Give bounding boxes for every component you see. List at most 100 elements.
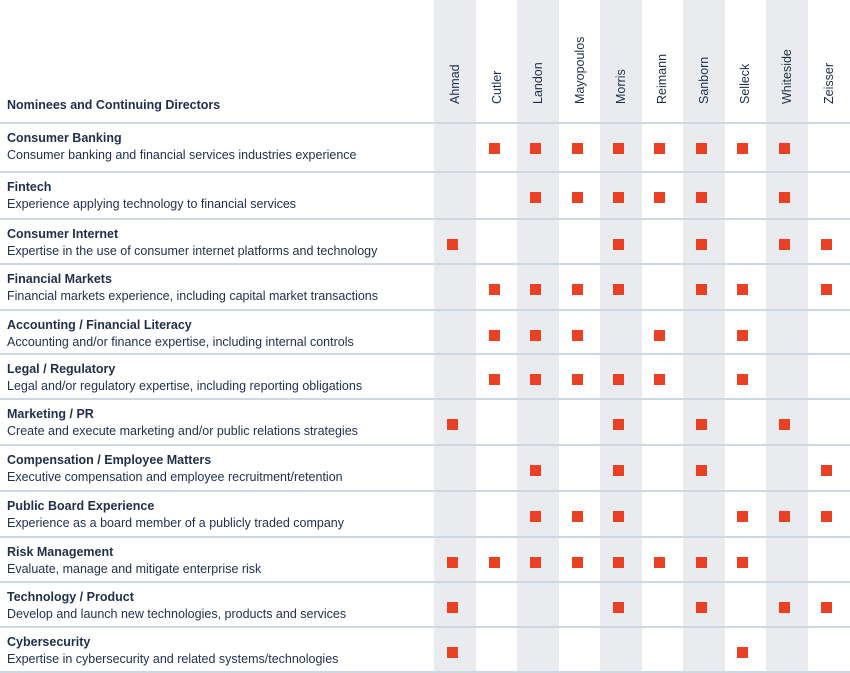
director-name: Landon — [531, 62, 545, 104]
skill-description: Accounting and/or finance expertise, inc… — [7, 335, 354, 349]
skill-description: Executive compensation and employee recr… — [7, 470, 343, 484]
skill-mark-morris — [613, 374, 624, 385]
column-stripe-whiteside — [766, 0, 808, 673]
skill-mark-landon — [530, 143, 541, 154]
skill-description: Legal and/or regulatory expertise, inclu… — [7, 379, 363, 393]
skill-row-compensation-employee-matters: Compensation / Employee Matters Executive… — [0, 444, 850, 490]
skill-description: Financial markets experience, including … — [7, 289, 379, 303]
skill-row-marketing-pr: Marketing / PR Create and execute marketi… — [0, 398, 850, 444]
row-separator — [0, 581, 850, 583]
skill-mark-morris — [613, 284, 624, 295]
skill-mark-sanborn — [696, 602, 707, 613]
skill-mark-morris — [613, 192, 624, 203]
skill-title: Public Board Experience — [7, 499, 155, 513]
skill-row-technology-product: Technology / Product Develop and launch n… — [0, 581, 850, 626]
director-name: Selleck — [738, 63, 752, 104]
skill-mark-landon — [530, 374, 541, 385]
skill-mark-mayopoulos — [572, 143, 583, 154]
skill-mark-cutler — [489, 284, 500, 295]
skill-mark-whiteside — [779, 239, 790, 250]
skill-description: Consumer banking and financial services … — [7, 148, 357, 162]
skill-mark-ahmad — [447, 557, 458, 568]
skill-mark-whiteside — [779, 602, 790, 613]
skill-mark-sanborn — [696, 192, 707, 203]
row-separator — [0, 626, 850, 628]
skill-description: Create and execute marketing and/or publ… — [7, 424, 358, 438]
director-header-cutler: Cutler — [476, 0, 518, 118]
skill-mark-zeisser — [821, 239, 832, 250]
row-separator — [0, 444, 850, 446]
skill-mark-morris — [613, 143, 624, 154]
director-name: Cutler — [490, 70, 504, 104]
skill-mark-mayopoulos — [572, 557, 583, 568]
row-separator — [0, 490, 850, 492]
skill-title: Consumer Internet — [7, 227, 119, 241]
row-separator — [0, 671, 850, 673]
skill-mark-zeisser — [821, 511, 832, 522]
skill-mark-mayopoulos — [572, 192, 583, 203]
row-separator — [0, 309, 850, 311]
skill-mark-zeisser — [821, 284, 832, 295]
skill-mark-selleck — [737, 557, 748, 568]
skill-mark-reimann — [654, 374, 665, 385]
skill-title: Legal / Regulatory — [7, 362, 116, 376]
director-header-ahmad: Ahmad — [434, 0, 476, 118]
director-name: Reimann — [655, 53, 669, 104]
skill-row-consumer-internet: Consumer Internet Expertise in the use of… — [0, 218, 850, 263]
director-header-reimann: Reimann — [641, 0, 683, 118]
skill-mark-cutler — [489, 143, 500, 154]
director-name: Ahmad — [448, 64, 462, 104]
skill-title: Cybersecurity — [7, 635, 91, 649]
skill-description: Expertise in the use of consumer interne… — [7, 244, 378, 258]
skill-mark-landon — [530, 465, 541, 476]
skill-title: Technology / Product — [7, 590, 134, 604]
skill-description: Evaluate, manage and mitigate enterprise… — [7, 562, 262, 576]
skill-mark-reimann — [654, 192, 665, 203]
skill-row-risk-management: Risk Management Evaluate, manage and miti… — [0, 536, 850, 581]
skill-mark-selleck — [737, 647, 748, 658]
skill-row-consumer-banking: Consumer Banking Consumer banking and fin… — [0, 122, 850, 171]
header-separator — [0, 122, 850, 124]
skill-mark-morris — [613, 239, 624, 250]
skill-title: Risk Management — [7, 545, 114, 559]
skill-row-financial-markets: Financial Markets Financial markets exper… — [0, 263, 850, 309]
skill-title: Marketing / PR — [7, 407, 94, 421]
row-separator — [0, 536, 850, 538]
skill-mark-sanborn — [696, 143, 707, 154]
director-header-whiteside: Whiteside — [766, 0, 808, 118]
skill-mark-ahmad — [447, 647, 458, 658]
skill-mark-mayopoulos — [572, 330, 583, 341]
skill-mark-reimann — [654, 143, 665, 154]
row-separator — [0, 398, 850, 400]
header-title: Nominees and Continuing Directors — [7, 98, 221, 112]
skill-mark-mayopoulos — [572, 511, 583, 522]
skill-description: Experience applying technology to financ… — [7, 197, 297, 211]
director-header-mayopoulos: Mayopoulos — [559, 0, 601, 118]
skill-mark-sanborn — [696, 284, 707, 295]
skill-mark-whiteside — [779, 192, 790, 203]
skill-mark-whiteside — [779, 143, 790, 154]
skill-mark-ahmad — [447, 419, 458, 430]
skill-mark-whiteside — [779, 511, 790, 522]
director-header-selleck: Selleck — [724, 0, 766, 118]
skill-mark-reimann — [654, 557, 665, 568]
skill-mark-landon — [530, 330, 541, 341]
director-name: Mayopoulos — [573, 36, 587, 104]
skill-title: Financial Markets — [7, 272, 112, 286]
row-separator — [0, 218, 850, 220]
skill-mark-sanborn — [696, 557, 707, 568]
director-name: Sanborn — [697, 56, 711, 104]
director-name: Whiteside — [780, 49, 794, 104]
skill-mark-morris — [613, 419, 624, 430]
skill-description: Develop and launch new technologies, pro… — [7, 607, 347, 621]
director-header-landon: Landon — [517, 0, 559, 118]
skill-mark-selleck — [737, 330, 748, 341]
skill-mark-ahmad — [447, 239, 458, 250]
skill-mark-selleck — [737, 284, 748, 295]
skill-mark-cutler — [489, 330, 500, 341]
skill-title: Accounting / Financial Literacy — [7, 318, 192, 332]
skill-mark-reimann — [654, 330, 665, 341]
skill-mark-mayopoulos — [572, 284, 583, 295]
skill-mark-morris — [613, 511, 624, 522]
